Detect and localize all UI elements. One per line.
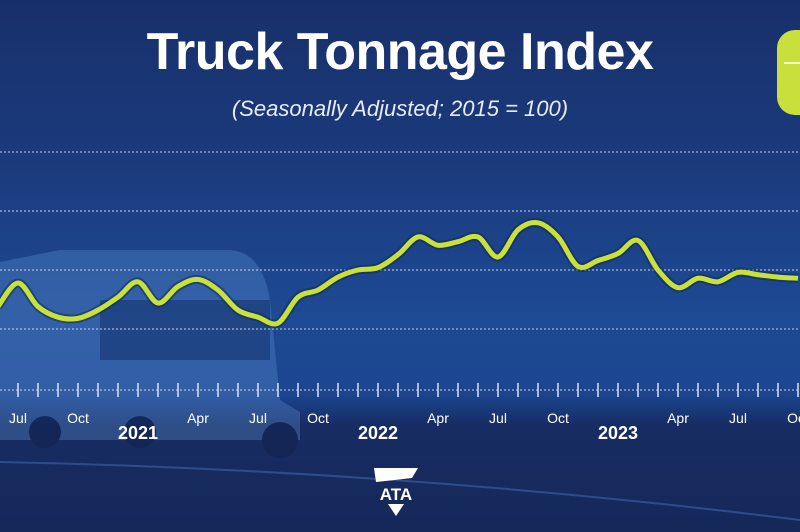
x-tick-label: Oct — [547, 410, 569, 426]
x-tick-label: Apr — [427, 410, 449, 426]
x-tick-label: Jul — [249, 410, 267, 426]
chart-title: Truck Tonnage Index — [146, 23, 654, 81]
x-tick-label: Oct — [307, 410, 329, 426]
chart-subtitle: (Seasonally Adjusted; 2015 = 100) — [231, 96, 569, 121]
x-tick-label: Oct — [787, 410, 800, 426]
x-tick-label: Jul — [729, 410, 747, 426]
x-tick-label: Apr — [187, 410, 209, 426]
legend-swatch-line — [784, 62, 800, 64]
x-tick-label: Jul — [489, 410, 507, 426]
year-label: 2021 — [118, 423, 158, 443]
x-tick-label: Jul — [9, 410, 27, 426]
road-line — [0, 461, 800, 521]
ata-logo: ATA — [366, 466, 426, 531]
svg-text:ATA: ATA — [380, 485, 412, 504]
year-label: 2023 — [598, 423, 638, 443]
x-tick-label: Apr — [667, 410, 689, 426]
year-label: 2022 — [358, 423, 398, 443]
ata-logo-mark: ATA — [374, 468, 418, 516]
x-tick-label: Oct — [67, 410, 89, 426]
legend-swatch — [777, 30, 800, 115]
